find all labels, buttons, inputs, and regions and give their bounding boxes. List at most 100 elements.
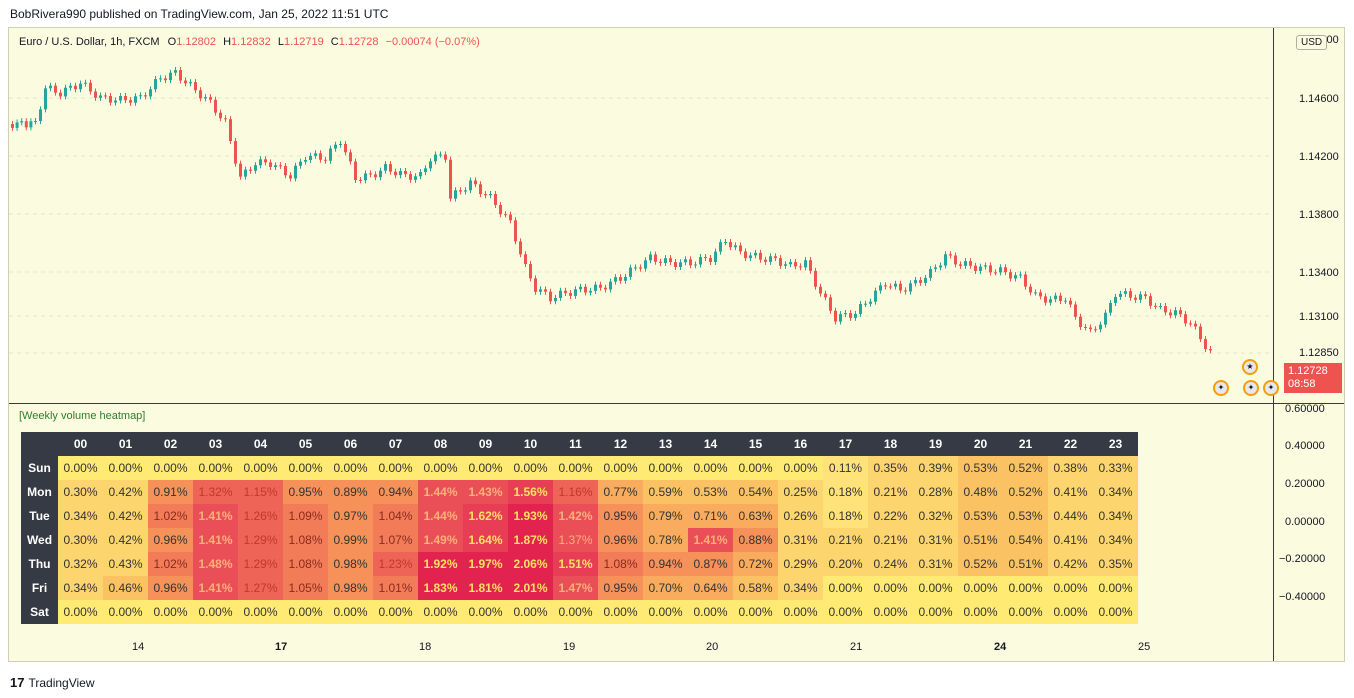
symbol-legend[interactable]: Euro / U.S. Dollar, 1h, FXCM O1.12802 H1…	[19, 36, 480, 48]
heatmap-cell: 0.72%	[733, 552, 778, 576]
heatmap-cell: 0.00%	[553, 456, 598, 480]
heatmap-cell: 1.62%	[463, 504, 508, 528]
heatmap-cell: 1.87%	[508, 528, 553, 552]
candle-body	[224, 118, 227, 120]
heatmap-row: Wed 0.30% 0.42% 0.96% 1.41% 1.29% 1.08% 0.99% 1.…	[21, 528, 1138, 552]
candle-body	[199, 90, 202, 99]
candle-body	[644, 260, 647, 269]
candle-body	[784, 264, 787, 266]
candle-body	[664, 258, 667, 263]
heatmap-row: Tue 0.34% 0.42% 1.02% 1.41% 1.26% 1.09% 0.97% 1.…	[21, 504, 1138, 528]
candle-body	[934, 267, 937, 270]
heatmap-cell: 0.52%	[1003, 480, 1048, 504]
heatmap-cell: 1.02%	[148, 552, 193, 576]
high-value: 1.12832	[231, 36, 271, 48]
time-label-4: 20	[706, 641, 719, 653]
heatmap-row: Mon 0.30% 0.42% 0.91% 1.32% 1.15% 0.95% 0.89% 0.…	[21, 480, 1138, 504]
candle-body	[984, 265, 987, 267]
candle-body	[34, 121, 37, 123]
candle-body	[1084, 326, 1087, 328]
candle-body	[169, 72, 172, 81]
heatmap-cell: 0.71%	[688, 504, 733, 528]
heatmap-cell: 1.04%	[373, 504, 418, 528]
candle-body	[449, 159, 452, 199]
publisher-line: BobRivera990 published on TradingView.co…	[10, 7, 389, 21]
heatmap-row: Thu 0.32% 0.43% 1.02% 1.48% 1.29% 1.08% 0.98% 1.…	[21, 552, 1138, 576]
heatmap-cell: 0.24%	[868, 552, 913, 576]
heatmap-row: Fri 0.34% 0.46% 0.96% 1.41% 1.27% 1.05% 0.98% 1.…	[21, 576, 1138, 600]
candle-body	[1194, 323, 1197, 327]
candle-body	[314, 153, 317, 156]
close-label: C	[330, 36, 339, 48]
high-label: H	[223, 36, 232, 48]
heatmap-cell: 0.42%	[103, 504, 148, 528]
candle-body	[989, 265, 992, 273]
candle-body	[959, 264, 962, 266]
heatmap-cell: 1.97%	[463, 552, 508, 576]
candle-body	[204, 97, 207, 99]
candle-body	[429, 161, 432, 169]
chart-frame[interactable]: Euro / U.S. Dollar, 1h, FXCM O1.12802 H1…	[8, 27, 1345, 662]
heatmap-cell: 0.34%	[778, 576, 823, 600]
heatmap-cell: 0.46%	[103, 576, 148, 600]
candle-body	[244, 169, 247, 177]
heatmap-cell: 0.00%	[508, 456, 553, 480]
candle-body	[624, 276, 627, 281]
candle-body	[119, 96, 122, 101]
us-event-icon-2[interactable]: ✦	[1243, 380, 1259, 396]
price-label-4: 1.13400	[1299, 267, 1339, 279]
heatmap-cell: 0.52%	[958, 552, 1003, 576]
heatmap-cell: 0.42%	[103, 480, 148, 504]
indicator-title[interactable]: [Weekly volume heatmap]	[19, 410, 146, 422]
heatmap-cell: 0.00%	[58, 600, 103, 624]
heatmap-cell: 0.32%	[58, 552, 103, 576]
time-label-1: 17	[275, 641, 288, 653]
candle-body	[814, 270, 817, 287]
candle-body	[1179, 310, 1182, 315]
heatmap-cell: 0.95%	[598, 576, 643, 600]
time-axis[interactable]: 14 17 18 19 20 21 24 25	[9, 637, 1273, 661]
us-event-icon[interactable]: ✦	[1213, 380, 1229, 396]
heatmap-cell: 0.30%	[58, 480, 103, 504]
candle-body	[919, 280, 922, 283]
us-event-icon-3[interactable]: ✦	[1263, 380, 1279, 396]
hour-header: 17	[823, 432, 868, 456]
hour-header: 00	[58, 432, 103, 456]
candle-body	[1184, 314, 1187, 324]
candle-body	[769, 256, 772, 262]
candle-body	[279, 165, 282, 167]
candle-body	[1044, 296, 1047, 303]
candle-body	[319, 153, 322, 160]
heatmap-cell: 1.29%	[238, 552, 283, 576]
heatmap-cell: 0.00%	[868, 576, 913, 600]
pane-divider[interactable]	[9, 403, 1344, 404]
heatmap-cell: 0.00%	[238, 456, 283, 480]
candle-body	[1049, 299, 1052, 303]
currency-button[interactable]: USD	[1296, 35, 1328, 50]
heatmap-cell: 0.53%	[1003, 504, 1048, 528]
heatmap-cell: 0.94%	[373, 480, 418, 504]
heatmap-cell: 0.51%	[958, 528, 1003, 552]
heatmap-cell: 0.88%	[733, 528, 778, 552]
footer[interactable]: 17 TradingView	[10, 675, 95, 690]
heatmap-cell: 0.95%	[598, 504, 643, 528]
last-price: 1.12728	[1288, 365, 1328, 377]
heatmap-cell: 0.18%	[823, 504, 868, 528]
price-pane[interactable]: Euro / U.S. Dollar, 1h, FXCM O1.12802 H1…	[9, 28, 1273, 403]
eu-event-icon[interactable]: ★	[1242, 359, 1258, 375]
heatmap-cell: 0.00%	[958, 600, 1003, 624]
heatmap-cell: 0.00%	[913, 576, 958, 600]
candle-body	[1014, 275, 1017, 279]
heatmap-row: Sat 0.00% 0.00% 0.00% 0.00% 0.00% 0.00% 0.00% 0.…	[21, 600, 1138, 624]
candle-body	[1079, 316, 1082, 327]
heatmap-cell: 1.08%	[598, 552, 643, 576]
candle-body	[609, 281, 612, 290]
heatmap-cell: 1.37%	[553, 528, 598, 552]
candle-body	[434, 154, 437, 162]
heatmap-cell: 0.00%	[418, 600, 463, 624]
heatmap-cell: 1.09%	[283, 504, 328, 528]
heatmap-cell: 0.00%	[598, 456, 643, 480]
heatmap-cell: 0.96%	[598, 528, 643, 552]
hour-header: 15	[733, 432, 778, 456]
heatmap-cell: 0.97%	[328, 504, 373, 528]
